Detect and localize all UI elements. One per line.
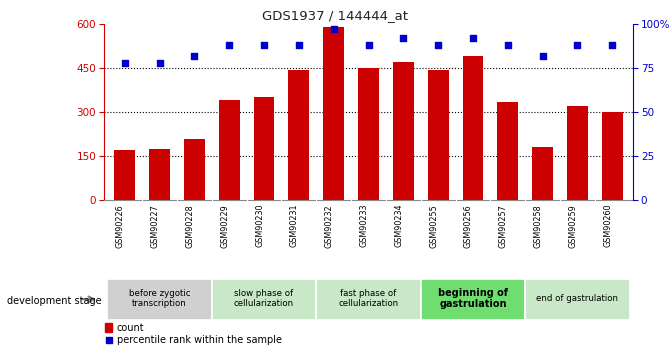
Bar — [149, 149, 170, 200]
Bar — [253, 97, 275, 200]
Bar — [393, 62, 414, 200]
Point — [398, 36, 409, 41]
Text: GSM90231: GSM90231 — [290, 204, 299, 247]
Bar — [105, 323, 112, 332]
Text: before zygotic
transcription: before zygotic transcription — [129, 289, 190, 308]
Bar — [602, 112, 622, 200]
Text: GSM90227: GSM90227 — [151, 204, 159, 248]
Text: beginning of
gastrulation: beginning of gastrulation — [438, 288, 508, 309]
Point — [293, 42, 304, 48]
Text: GSM90256: GSM90256 — [464, 204, 473, 248]
Bar — [316, 279, 421, 320]
Point — [189, 53, 200, 59]
Text: GSM90233: GSM90233 — [360, 204, 368, 247]
Point — [224, 42, 234, 48]
Text: GSM90228: GSM90228 — [186, 204, 194, 248]
Text: count: count — [117, 323, 144, 333]
Point — [154, 60, 165, 66]
Point — [468, 36, 478, 41]
Point — [502, 42, 513, 48]
Text: GSM90230: GSM90230 — [255, 204, 264, 247]
Text: GDS1937 / 144444_at: GDS1937 / 144444_at — [262, 9, 408, 22]
Text: GSM90226: GSM90226 — [116, 204, 125, 248]
Text: GSM90260: GSM90260 — [603, 204, 612, 247]
Bar — [427, 70, 449, 200]
Text: percentile rank within the sample: percentile rank within the sample — [117, 335, 281, 345]
Text: GSM90229: GSM90229 — [220, 204, 229, 248]
Bar — [107, 279, 212, 320]
Bar — [288, 70, 310, 200]
Point — [572, 42, 583, 48]
Text: GSM90234: GSM90234 — [395, 204, 403, 247]
Bar — [212, 279, 316, 320]
Bar — [323, 27, 344, 200]
Text: fast phase of
cellularization: fast phase of cellularization — [338, 289, 399, 308]
Point — [537, 53, 548, 59]
Text: GSM90255: GSM90255 — [429, 204, 438, 248]
Point — [607, 42, 618, 48]
Point — [343, 284, 354, 289]
Bar — [567, 106, 588, 200]
Bar — [532, 147, 553, 200]
Text: slow phase of
cellularization: slow phase of cellularization — [234, 289, 294, 308]
Point — [259, 42, 269, 48]
Bar — [358, 68, 379, 200]
Bar — [219, 100, 240, 200]
Text: end of gastrulation: end of gastrulation — [537, 294, 618, 303]
Bar — [184, 139, 205, 200]
Text: GSM90259: GSM90259 — [568, 204, 578, 248]
Text: GSM90232: GSM90232 — [325, 204, 334, 248]
Bar — [462, 57, 484, 200]
Point — [433, 42, 444, 48]
Bar — [525, 279, 630, 320]
Point — [328, 27, 339, 32]
Point — [363, 42, 374, 48]
Point — [119, 60, 130, 66]
Text: GSM90257: GSM90257 — [498, 204, 508, 248]
Bar — [497, 102, 518, 200]
Text: GSM90258: GSM90258 — [533, 204, 543, 248]
Text: development stage: development stage — [7, 296, 101, 306]
Bar — [421, 279, 525, 320]
Bar — [115, 150, 135, 200]
